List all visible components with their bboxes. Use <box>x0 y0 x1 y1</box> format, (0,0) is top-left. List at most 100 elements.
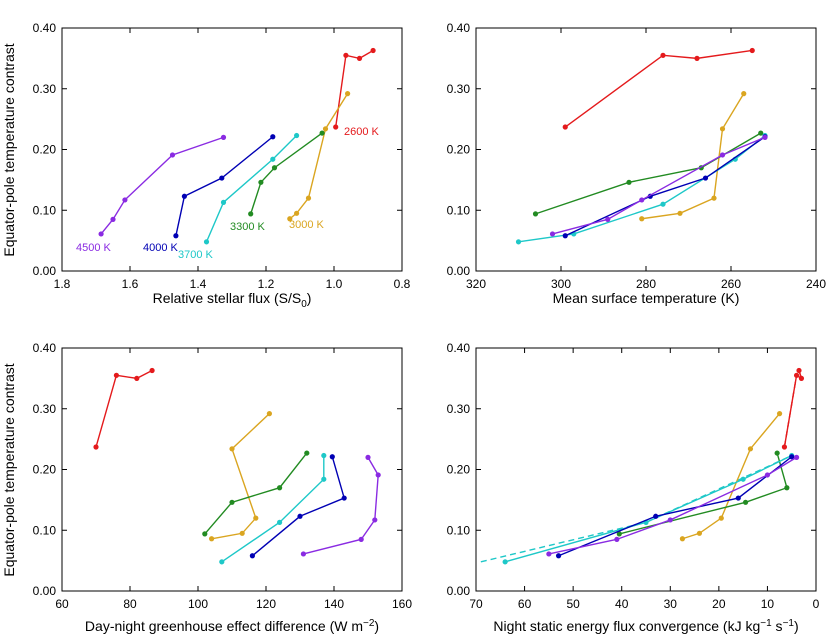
series-line <box>564 136 766 237</box>
y-tick-label: 0.10 <box>447 203 471 217</box>
label-3300k: 3300 K <box>230 221 266 233</box>
data-point <box>696 530 703 536</box>
x-tick-label: 1.4 <box>190 277 207 291</box>
label-4000k: 4000 K <box>143 242 179 254</box>
data-point <box>711 195 717 201</box>
x-tick-label: 1.2 <box>258 277 275 291</box>
data-point <box>605 216 611 222</box>
data-point <box>270 134 276 140</box>
series-line <box>535 132 762 215</box>
y-tick-label: 0.10 <box>447 523 471 537</box>
data-point <box>798 375 805 381</box>
y-axis-title: Equator-pole temperature contrast <box>1 43 17 256</box>
data-point <box>562 233 568 239</box>
data-point <box>258 179 264 185</box>
data-point <box>764 472 771 478</box>
y-tick-label: 0.00 <box>447 584 471 598</box>
y-tick-label: 0.40 <box>33 341 57 355</box>
data-point <box>122 197 128 203</box>
series-line-dashed <box>480 454 793 563</box>
data-point <box>229 499 235 505</box>
data-point <box>375 472 381 478</box>
label-4500k: 4500 K <box>76 242 112 254</box>
data-point <box>626 179 632 185</box>
y-tick-label: 0.10 <box>33 203 57 217</box>
panel-greenhouse-difference: 60 80 100 120 140 160 0.00 0.10 0.20 0.30 0.40 Day… <box>1 341 412 634</box>
data-point <box>546 551 552 557</box>
data-point <box>253 515 259 521</box>
data-point <box>532 211 539 217</box>
y-tick-label: 0.30 <box>447 82 471 96</box>
x-tick-label: 50 <box>566 597 580 611</box>
x-tick-label: 300 <box>551 277 571 291</box>
x-axis-title: Day-night greenhouse effect difference (… <box>85 618 379 634</box>
x-tick-label: 140 <box>324 597 344 611</box>
x-tick-label: 120 <box>256 597 276 611</box>
x-tick-label: 30 <box>664 597 678 611</box>
series-line <box>289 93 349 220</box>
data-point <box>93 444 99 450</box>
data-point <box>372 517 378 523</box>
data-point <box>113 372 119 378</box>
x-tick-label: 0.8 <box>394 277 411 291</box>
data-point <box>502 559 508 565</box>
series-line <box>204 452 308 535</box>
y-tick-label: 0.20 <box>33 463 57 477</box>
data-point <box>356 55 363 61</box>
series-line <box>95 369 153 448</box>
data-point <box>202 531 208 537</box>
data-point <box>719 126 726 132</box>
data-point <box>742 499 749 505</box>
data-point <box>549 231 556 237</box>
y-tick-label: 0.40 <box>33 21 57 35</box>
data-point <box>98 231 104 237</box>
data-point <box>266 411 272 417</box>
data-point <box>639 197 645 203</box>
data-point <box>747 446 754 452</box>
y-tick-label: 0.30 <box>447 402 471 416</box>
data-point <box>219 559 225 565</box>
data-point <box>343 52 349 58</box>
x-tick-label: 1.8 <box>54 277 71 291</box>
data-point <box>277 485 283 491</box>
data-point <box>639 216 645 222</box>
series-line <box>641 93 745 220</box>
x-tick-label: 1.0 <box>326 277 343 291</box>
data-point <box>741 91 747 97</box>
data-point <box>796 367 802 374</box>
series-line <box>205 135 298 243</box>
data-point <box>365 454 371 460</box>
data-point <box>305 195 312 201</box>
data-point <box>220 134 227 140</box>
data-point <box>294 132 300 139</box>
series-line <box>175 136 274 236</box>
x-tick-label: 1.6 <box>122 277 139 291</box>
data-point <box>173 233 179 239</box>
data-point <box>277 519 283 525</box>
data-point <box>660 201 666 207</box>
series-line <box>335 49 374 128</box>
x-tick-label: 70 <box>469 597 483 611</box>
data-point <box>784 485 790 491</box>
data-point <box>169 152 176 158</box>
label-3000k: 3000 K <box>289 219 325 231</box>
series-line <box>564 49 753 128</box>
x-tick-label: 60 <box>518 597 532 611</box>
data-point <box>793 454 800 460</box>
y-tick-label: 0.40 <box>447 21 471 35</box>
x-tick-label: 20 <box>712 597 726 611</box>
axis-ticks: 320 300 280 260 240 0.00 0.10 0.20 0.30 0.40 <box>447 21 827 291</box>
x-tick-label: 100 <box>188 597 208 611</box>
x-tick-label: 240 <box>806 277 826 291</box>
x-axis-title: Mean surface temperature (K) <box>553 290 740 306</box>
y-tick-label: 0.00 <box>33 264 57 278</box>
data-point <box>271 165 278 171</box>
data-point <box>270 156 276 162</box>
data-point <box>653 513 659 519</box>
data-point <box>789 454 795 460</box>
y-tick-label: 0.40 <box>447 341 471 355</box>
data-point <box>370 47 376 54</box>
data-point <box>209 536 215 542</box>
data-point <box>679 536 686 542</box>
